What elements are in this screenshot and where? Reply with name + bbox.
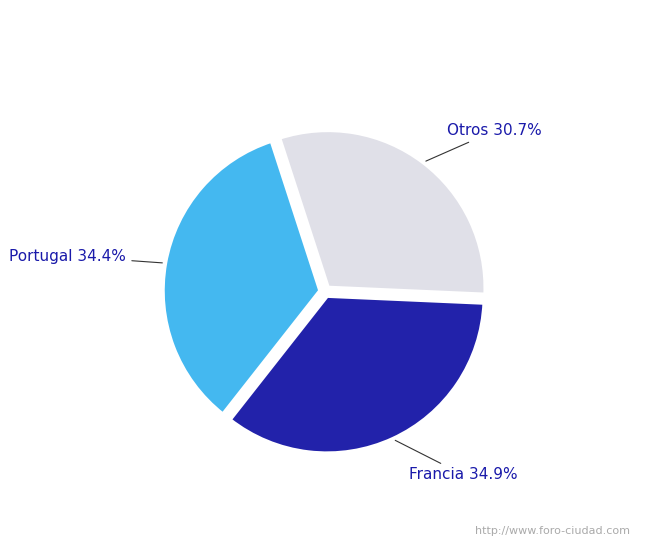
Wedge shape [162,141,320,415]
Text: Portugal 34.4%: Portugal 34.4% [10,249,162,263]
Text: Otros 30.7%: Otros 30.7% [426,123,542,161]
Wedge shape [229,296,484,453]
Wedge shape [279,130,486,295]
Text: Francia 34.9%: Francia 34.9% [395,441,518,482]
Text: Chucena - Turistas extranjeros según país - Agosto de 2024: Chucena - Turistas extranjeros según paí… [33,20,617,38]
Text: http://www.foro-ciudad.com: http://www.foro-ciudad.com [476,526,630,536]
